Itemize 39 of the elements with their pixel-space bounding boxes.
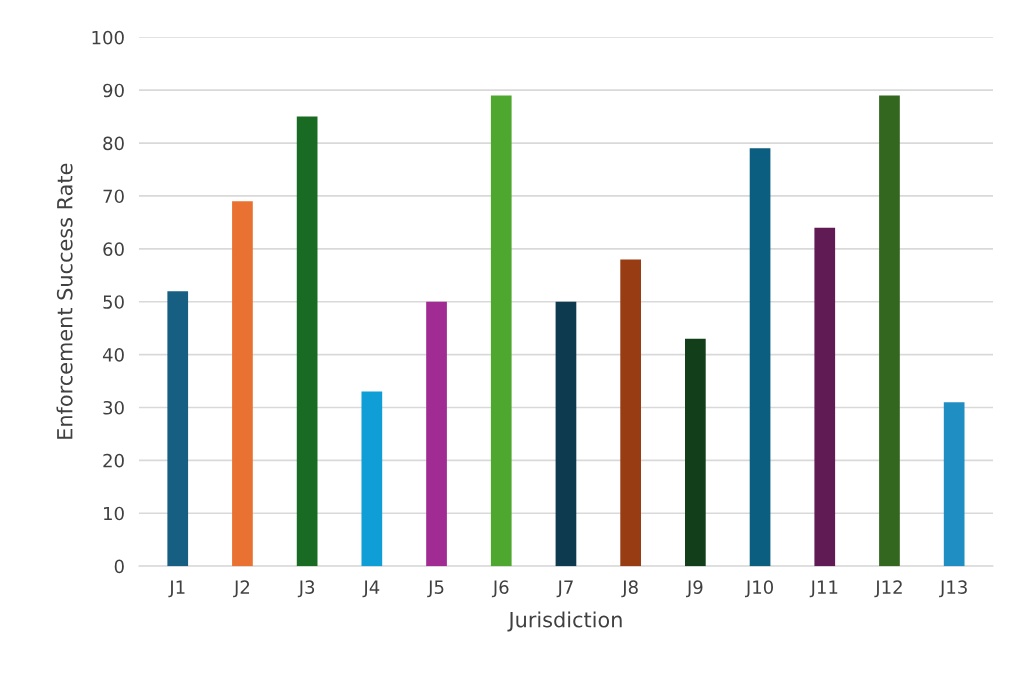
x-axis-title: Jurisdiction [507,611,622,632]
y-tick-label: 0 [114,559,124,574]
x-tick-label: J4 [362,580,380,598]
y-tick-label: 90 [103,83,124,98]
y-tick-label: 60 [103,242,124,256]
bar [167,291,189,567]
y-tick-label: 70 [103,189,124,204]
y-tick-label: 100 [92,30,124,45]
y-axis-title: Enforcement Success Rate [56,163,73,439]
bar [814,227,836,567]
bar [620,259,641,567]
bar [555,301,577,567]
y-tick-label: 40 [102,348,124,362]
bar [490,95,512,567]
x-tick-label: J9 [686,580,703,598]
bar [361,391,383,567]
bar [296,116,318,567]
x-tick-label: J13 [939,580,967,598]
x-tick-label: J12 [874,580,902,598]
x-tick-label: J3 [297,580,315,598]
bar [879,95,900,567]
x-tick-label: J2 [233,580,250,598]
y-tick-label: 30 [103,400,124,415]
x-tick-label: J11 [809,580,838,598]
bar [232,201,253,567]
bar [426,301,447,567]
x-tick-label: J7 [556,580,573,598]
y-tick-label: 50 [103,295,124,309]
y-tick-label: 80 [103,136,124,151]
x-tick-label: J1 [168,580,185,598]
x-tick-label: J8 [621,580,638,598]
x-tick-label: J5 [427,580,444,598]
bar [943,402,965,567]
x-tick-label: J6 [491,580,509,598]
y-tick-label: 10 [104,506,124,521]
bar [749,148,771,567]
bar [685,338,706,567]
x-tick-label: J10 [744,580,774,598]
y-tick-label: 20 [103,453,124,468]
